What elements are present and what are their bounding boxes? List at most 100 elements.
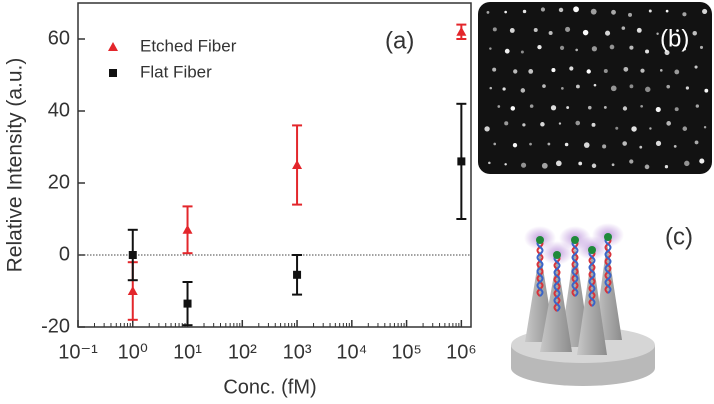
spot	[587, 105, 592, 110]
spot	[674, 69, 680, 75]
spot	[566, 106, 570, 109]
spot	[575, 48, 578, 52]
spot	[629, 84, 634, 89]
x-tick-label: 10⁰	[118, 341, 148, 363]
spot	[611, 9, 616, 15]
spot	[540, 122, 545, 127]
spot	[541, 162, 548, 169]
y-tick-label: 20	[48, 171, 70, 193]
spot	[564, 142, 569, 147]
spot	[497, 105, 501, 108]
plot-area: -20 0 20 40 60 10⁻¹ 10⁰ 10¹ 10² 10³ 10⁴ 10⁵ 10⁶ Etche…	[41, 2, 477, 363]
fluorophore	[604, 233, 612, 241]
x-tick-label: 10³	[283, 341, 312, 363]
spot	[629, 45, 634, 50]
y-axis-label: Relative Intensity (a.u.)	[4, 58, 27, 273]
spot	[666, 84, 671, 89]
marker	[182, 224, 193, 234]
spot	[673, 144, 677, 148]
fluorophore	[553, 251, 561, 259]
spot	[569, 66, 574, 71]
spot	[682, 12, 687, 17]
spot	[558, 122, 562, 125]
spot	[622, 106, 628, 111]
spot	[528, 69, 534, 74]
spot	[694, 65, 698, 69]
spot	[640, 104, 644, 108]
spot	[582, 29, 589, 36]
y-tick-label: 40	[48, 99, 70, 121]
spot	[611, 163, 615, 167]
spot	[591, 122, 596, 127]
legend-label: Flat Fiber	[140, 62, 212, 81]
marker	[127, 286, 138, 295]
spot	[510, 106, 516, 111]
spot	[590, 8, 597, 15]
microscopy-image	[478, 2, 712, 174]
spot	[623, 66, 629, 72]
x-tick-label: 10⁶	[446, 341, 476, 363]
marker	[183, 299, 192, 308]
spot	[674, 107, 679, 112]
spot	[502, 87, 506, 91]
spot	[682, 126, 688, 131]
spot	[550, 105, 557, 111]
spot	[522, 123, 526, 127]
spot	[628, 12, 633, 17]
spot	[649, 127, 652, 130]
spot	[664, 165, 669, 169]
spot	[558, 7, 564, 13]
x-axis-label: Conc. (fM)	[223, 376, 316, 398]
spot	[573, 6, 579, 13]
x-tick-label: 10¹	[173, 341, 202, 363]
spot	[484, 126, 490, 132]
spot	[533, 27, 538, 32]
spot	[489, 47, 492, 50]
y-tick-label: -20	[41, 315, 70, 337]
spot	[512, 143, 518, 148]
legend-label: Etched Fiber	[140, 36, 237, 55]
spot	[603, 68, 608, 73]
spot	[565, 26, 571, 32]
x-tick-label: 10²	[228, 341, 257, 363]
spot	[520, 88, 526, 93]
spot	[520, 162, 527, 168]
spot	[656, 32, 659, 35]
spot	[602, 144, 607, 149]
axes-frame	[77, 2, 472, 328]
spot	[645, 86, 651, 93]
spot	[504, 10, 508, 14]
spot	[660, 69, 663, 72]
spot	[621, 26, 626, 30]
spot	[666, 121, 672, 126]
legend-marker	[108, 42, 118, 51]
spot	[522, 9, 527, 14]
x-tick-label: 10⁵	[391, 341, 422, 363]
spot	[578, 161, 583, 166]
strand	[604, 236, 612, 294]
spot	[665, 9, 669, 13]
spot	[493, 142, 497, 146]
spot	[692, 30, 697, 36]
dna-strands	[524, 223, 624, 312]
spot	[540, 7, 546, 12]
spot	[702, 8, 708, 14]
spot	[593, 83, 597, 87]
spot	[644, 164, 650, 170]
spot	[542, 84, 546, 88]
x-tick-label: 10⁻¹	[58, 341, 98, 363]
spot	[486, 10, 490, 14]
spot	[488, 161, 491, 165]
spot	[591, 163, 597, 169]
spot	[631, 126, 637, 132]
cone	[577, 253, 607, 355]
strand	[553, 254, 561, 312]
spot	[699, 158, 705, 164]
spot	[548, 31, 553, 36]
spot	[685, 86, 690, 90]
spot	[492, 27, 497, 32]
spot	[559, 45, 565, 50]
spot	[695, 104, 699, 108]
